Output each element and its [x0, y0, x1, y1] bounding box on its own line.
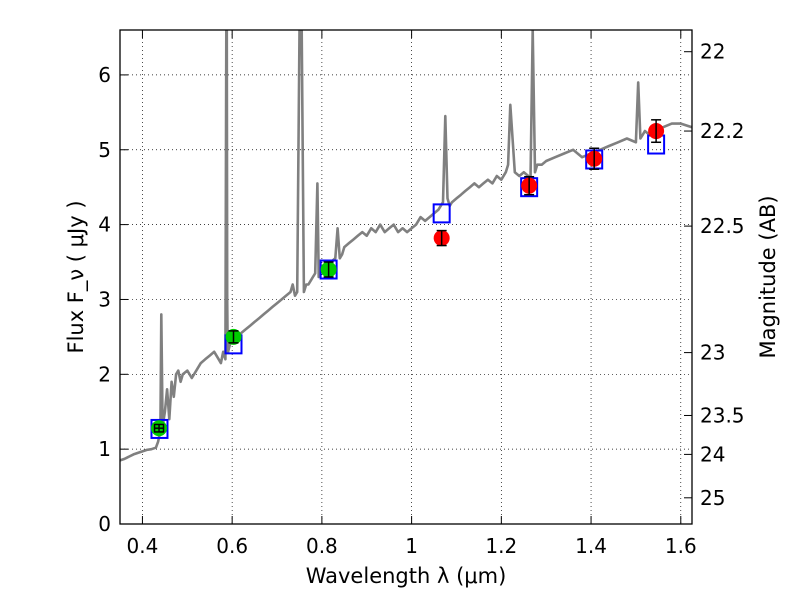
spectrum-line — [120, 30, 692, 462]
y2-tick-label: 22 — [700, 40, 725, 64]
grid — [120, 30, 692, 525]
plot-frame — [119, 29, 693, 525]
y-tick-label: 0 — [98, 512, 111, 536]
svg-text:Magnitude (AB): Magnitude (AB) — [756, 195, 780, 358]
y-tick-label: 5 — [98, 138, 111, 162]
axis-ticks: 0.4 0.6 0.8 1 1.2 1.4 1.601234562222.222.52323… — [98, 30, 745, 558]
x-tick-label: 0.6 — [216, 534, 248, 558]
x-tick-label: 1.4 — [575, 534, 607, 558]
y-tick-label: 3 — [98, 287, 111, 311]
y-tick-label: 1 — [98, 437, 111, 461]
x-tick-label: 0.4 — [127, 534, 159, 558]
x-tick-label: 1.6 — [665, 534, 697, 558]
y-tick-label: 6 — [98, 63, 111, 87]
y-tick-label: 4 — [98, 213, 111, 237]
x-tick-label: 1.2 — [485, 534, 517, 558]
svg-text:Flux F_ν ( μJy ): Flux F_ν ( μJy ) — [64, 200, 89, 353]
y2-tick-label: 22.5 — [700, 214, 745, 238]
y2-tick-label: 22.2 — [700, 119, 745, 143]
y2-tick-label: 23 — [700, 341, 725, 365]
y2-tick-label: 23.5 — [700, 403, 745, 427]
y2-tick-label: 24 — [700, 442, 725, 466]
y-tick-label: 2 — [98, 362, 111, 386]
model-square-point — [432, 203, 451, 224]
x-tick-label: 1 — [405, 534, 418, 558]
data-area — [120, 30, 692, 462]
y2-tick-label: 25 — [700, 486, 725, 510]
y2-axis-title: Magnitude (AB) — [756, 195, 780, 358]
x-tick-label: 0.8 — [306, 534, 338, 558]
x-axis-title: Wavelength λ (μm) — [306, 564, 507, 588]
y-axis-title: Flux F_ν ( μJy ) — [64, 200, 89, 353]
